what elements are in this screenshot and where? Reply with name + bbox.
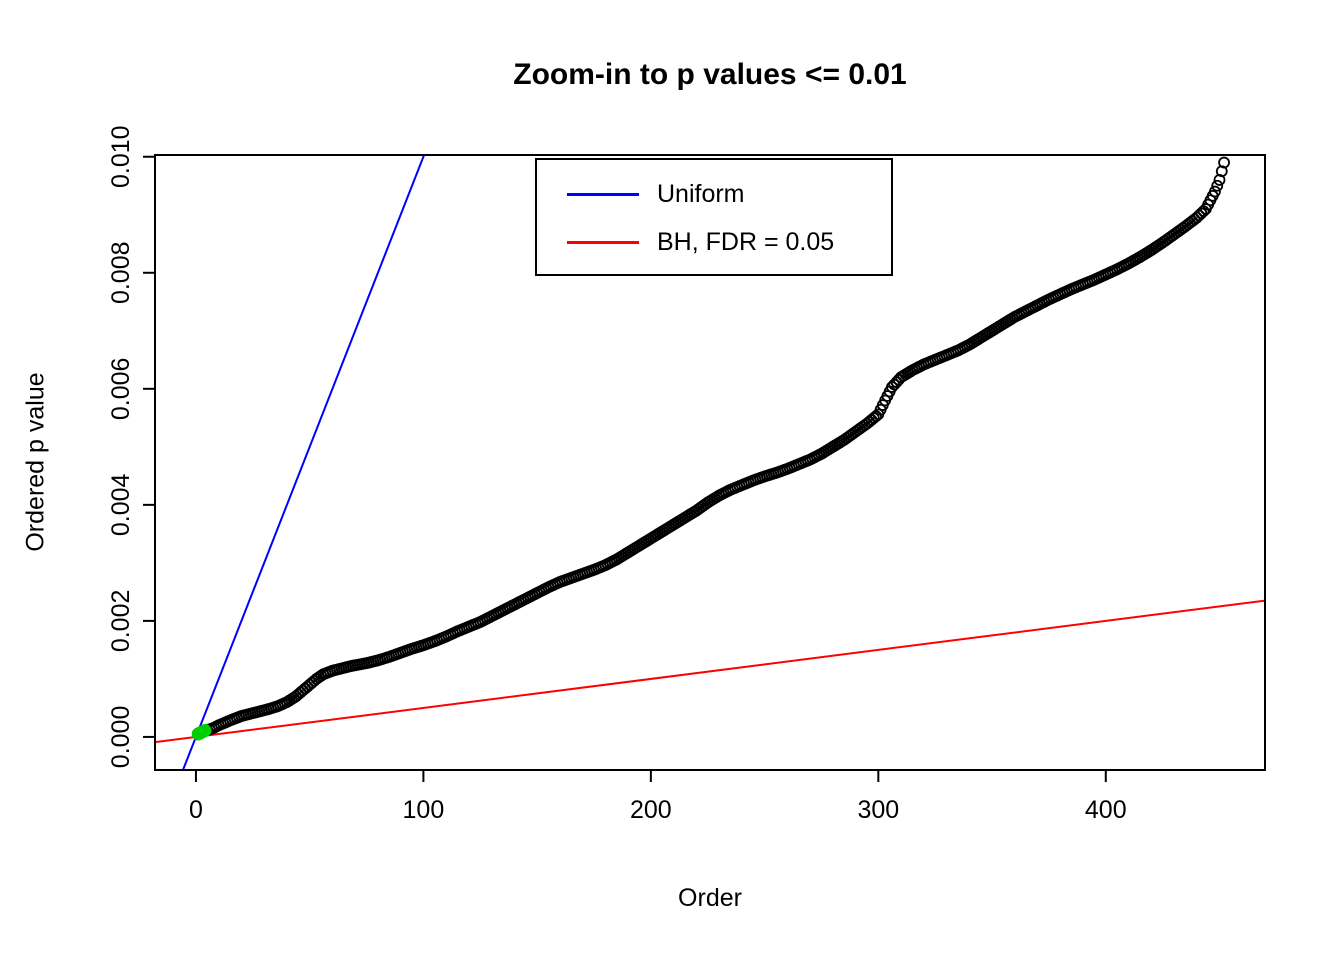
y-tick-label: 0.004	[107, 473, 135, 536]
y-axis-label: Ordered p value	[21, 372, 50, 552]
x-tick-label: 300	[857, 796, 899, 824]
x-tick-label: 100	[403, 796, 445, 824]
bh-line-swatch	[567, 240, 639, 244]
chart-title: Zoom-in to p values <= 0.01	[513, 58, 907, 91]
x-tick-label: 400	[1085, 796, 1127, 824]
legend-entry-uniform: Uniform	[567, 170, 891, 218]
bh-threshold-line	[155, 599, 1265, 744]
scatter-point	[1211, 179, 1224, 192]
x-tick-label: 200	[630, 796, 672, 824]
legend: Uniform BH, FDR = 0.05	[535, 158, 893, 276]
uniform-line-swatch	[567, 192, 639, 196]
legend-label-bh: BH, FDR = 0.05	[657, 227, 835, 256]
y-tick-label: 0.000	[107, 706, 135, 769]
y-tick-label: 0.010	[107, 125, 135, 188]
scatter-point	[1209, 185, 1221, 198]
y-tick-label: 0.006	[107, 358, 135, 421]
legend-entry-bh: BH, FDR = 0.05	[567, 218, 891, 266]
significant-point	[198, 724, 212, 738]
y-tick-label: 0.008	[107, 241, 135, 304]
x-tick-label: 0	[189, 796, 203, 824]
x-axis-label: Order	[678, 884, 742, 912]
plot-border	[154, 154, 1266, 771]
uniform-reference-line	[181, 155, 426, 770]
legend-label-uniform: Uniform	[657, 179, 745, 208]
scatter-point	[1218, 156, 1230, 169]
y-tick-label: 0.002	[107, 590, 135, 653]
